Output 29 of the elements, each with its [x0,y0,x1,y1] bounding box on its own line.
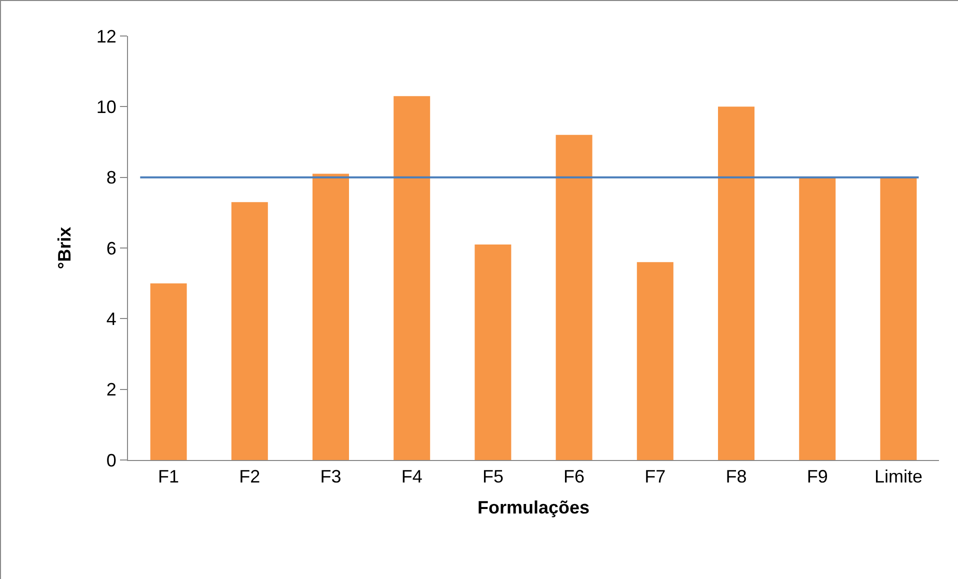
x-axis-title: Formulações [477,498,590,518]
x-tick-label: F9 [806,466,828,487]
bar [718,106,754,460]
x-tick-label: F3 [320,466,342,487]
bar [231,202,268,460]
y-tick-label: 2 [106,380,116,400]
y-tick-label: 10 [96,96,116,117]
x-tick-label: F7 [644,466,666,487]
bar [312,174,349,460]
y-tick-label: 6 [106,238,116,258]
bar [799,177,836,460]
bar [556,134,592,460]
x-tick-label: F2 [239,466,260,487]
bar [474,244,512,460]
x-tick-label: F4 [401,466,422,487]
y-tick-label: 12 [96,26,116,46]
x-tick-label: F5 [482,466,504,487]
y-tick-label: 0 [106,450,116,470]
y-tick-label: 4 [106,308,116,329]
x-tick-label: F1 [158,466,180,487]
x-tick-label: F6 [564,466,585,487]
y-tick-label: 8 [106,168,116,188]
bar [636,262,674,460]
y-axis-title: °Brix [54,226,75,270]
bar [150,283,187,460]
x-tick-label: Limite [874,466,922,487]
bar [880,177,917,460]
bar [394,96,430,460]
x-tick-label: F8 [726,466,747,487]
